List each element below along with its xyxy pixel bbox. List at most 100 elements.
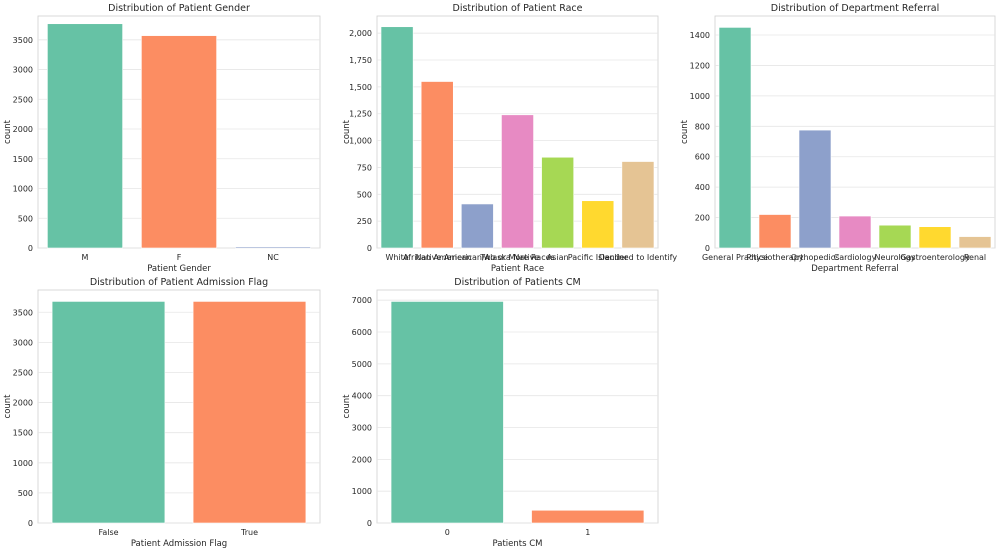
bar-m — [47, 23, 123, 249]
y-tick-label: 3500 — [13, 36, 33, 45]
bar-false — [51, 301, 166, 524]
y-tick-label: 1200 — [690, 61, 710, 70]
chart-panel-4: 0 500 1000 1500 2000 2500 3000 3500 False True Dis… — [3, 277, 321, 549]
y-tick-label: 0 — [367, 244, 372, 253]
x-tick-label: True — [240, 528, 258, 537]
y-tick-label: 1000 — [13, 185, 33, 194]
bar-1 — [531, 509, 645, 524]
y-tick-label: 250 — [357, 217, 372, 226]
x-tick-label: M — [82, 253, 89, 262]
chart-title: Distribution of Patient Race — [453, 3, 583, 14]
x-axis-label: Patient Gender — [147, 264, 211, 274]
y-tick-label: 1000 — [352, 487, 372, 496]
x-tick-label: Native American/Alaska Native — [415, 253, 539, 262]
y-tick-label: 2000 — [13, 399, 33, 408]
x-tick-label: Two or More Races — [479, 253, 554, 262]
x-tick-label: NC — [267, 253, 279, 262]
y-axis-label: count — [3, 119, 13, 144]
y-tick-label: 0 — [367, 519, 372, 528]
chart-panel-1: 0 500 1000 1500 2000 2500 3000 3500 M F NC Distribu… — [3, 3, 321, 274]
y-tick-label: 0 — [705, 244, 710, 253]
bar-f — [141, 35, 217, 249]
y-tick-label: 0 — [28, 244, 33, 253]
y-tick-label: 3500 — [13, 308, 33, 317]
chart-title: Distribution of Department Referral — [771, 3, 939, 14]
x-tick-label: Orthopedics — [791, 253, 840, 262]
y-tick-label: 4000 — [352, 392, 372, 401]
bar-neurology — [878, 224, 912, 249]
bar-african-american — [420, 81, 454, 249]
y-tick-label: 600 — [695, 153, 710, 162]
y-tick-label: 3000 — [13, 338, 33, 347]
y-tick-label: 1500 — [13, 429, 33, 438]
chart-title: Distribution of Patients CM — [454, 277, 581, 288]
y-tick-label: 500 — [18, 214, 33, 223]
y-tick-label: 200 — [695, 214, 710, 223]
bar-nc — [235, 246, 311, 249]
bar-native-american-alaska-native — [460, 203, 494, 249]
y-tick-label: 1000 — [690, 92, 710, 101]
bar-physiotherapy — [758, 214, 792, 249]
y-tick-label: 2,000 — [349, 29, 372, 38]
x-tick-label: White — [385, 253, 408, 262]
y-tick-label: 1000 — [13, 459, 33, 468]
x-axis-label: Patient Admission Flag — [131, 539, 227, 549]
y-tick-label: 500 — [357, 190, 372, 199]
bar-renal — [958, 236, 992, 249]
bar-cardiology — [838, 215, 872, 249]
plot-area — [714, 15, 996, 249]
x-tick-label: African American — [403, 253, 472, 262]
chart-title: Distribution of Patient Admission Flag — [90, 277, 268, 288]
x-tick-label: Pacific Islander — [568, 253, 629, 262]
x-axis-label: Department Referral — [811, 264, 899, 274]
x-tick-label: Gastroenterology — [900, 253, 970, 262]
x-tick-label: F — [177, 253, 182, 262]
bar-white — [380, 26, 414, 249]
y-tick-label: 1,250 — [349, 110, 372, 119]
x-tick-label: 0 — [445, 528, 450, 537]
y-tick-label: 2500 — [13, 368, 33, 377]
y-tick-label: 2500 — [13, 95, 33, 104]
y-tick-label: 1,750 — [349, 56, 372, 65]
x-tick-label: Asian — [547, 253, 569, 262]
y-tick-label: 2000 — [13, 125, 33, 134]
y-tick-label: 500 — [18, 489, 33, 498]
x-tick-label: False — [98, 528, 118, 537]
y-axis-label: count — [680, 119, 690, 144]
y-tick-label: 1500 — [13, 155, 33, 164]
y-tick-label: 1,000 — [349, 137, 372, 146]
x-tick-label: Renal — [964, 253, 986, 262]
y-axis-label: count — [3, 394, 13, 419]
y-tick-label: 7000 — [352, 296, 372, 305]
y-axis-label: count — [342, 119, 352, 144]
x-tick-label: General Practice — [702, 253, 768, 262]
x-tick-label: Physiotherapy — [746, 253, 803, 262]
x-axis-label: Patient Race — [491, 264, 544, 274]
x-tick-label: Cardiology — [834, 253, 877, 262]
y-tick-label: 2000 — [352, 455, 372, 464]
chart-title: Distribution of Patient Gender — [108, 3, 250, 14]
y-tick-label: 800 — [695, 122, 710, 131]
y-tick-label: 0 — [28, 519, 33, 528]
bar-general-practice — [718, 27, 752, 249]
bar-declined-to-identify — [621, 161, 655, 249]
y-axis-label: count — [342, 394, 352, 419]
y-tick-label: 1400 — [690, 31, 710, 40]
bar-pacific-islander — [581, 200, 615, 249]
bar-0 — [390, 301, 504, 524]
x-tick-label: Neurology — [875, 253, 916, 262]
y-tick-label: 5000 — [352, 360, 372, 369]
y-tick-label: 1,500 — [349, 83, 372, 92]
x-tick-label: 1 — [585, 528, 590, 537]
chart-panel-3: 0 200 400 600 800 1000 1200 1400 General Practic… — [680, 3, 996, 274]
bar-two-or-more-races — [501, 114, 534, 249]
bar-gastroenterology — [918, 226, 952, 249]
chart-panel-5: 0 1000 2000 3000 4000 5000 6000 7000 0 1 Distribut… — [342, 277, 659, 549]
x-axis-label: Patients CM — [493, 539, 543, 549]
bar-asian — [541, 156, 574, 249]
y-tick-label: 6000 — [352, 328, 372, 337]
y-tick-label: 400 — [695, 183, 710, 192]
chart-panel-2: 0 250 500 750 1,000 1,250 1,500 1,750 2,000 White… — [342, 3, 677, 274]
bar-true — [192, 301, 307, 524]
